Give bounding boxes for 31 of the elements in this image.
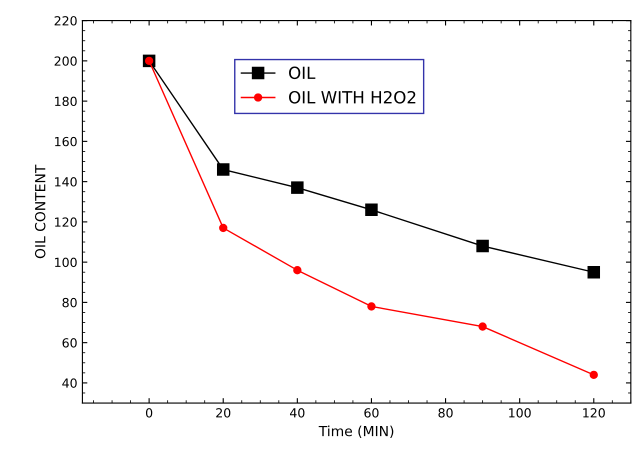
point [216, 163, 230, 176]
x-tick-label: 40 [290, 408, 304, 418]
point [590, 370, 598, 380]
point [219, 224, 228, 232]
y-tick-label: 120 [55, 217, 77, 227]
y-tick-label: 60 [62, 338, 77, 348]
point [478, 322, 487, 331]
y-tick-label: 220 [54, 16, 77, 26]
x-axis-title: Time (MIN) [318, 426, 394, 438]
y-tick-label: 180 [55, 96, 77, 106]
point [365, 204, 378, 216]
x-tick-label: 0 [146, 408, 152, 418]
point [291, 181, 304, 194]
x-tick-label: 120 [583, 408, 605, 418]
y-axis-title: OIL CONTENT [34, 164, 46, 258]
y-tick-label: 200 [54, 56, 77, 66]
y-tick-label: 80 [62, 298, 77, 308]
y-tick-label: 160 [55, 136, 77, 146]
point [367, 302, 376, 311]
legend-label: OIL WITH H2O2 [289, 90, 416, 104]
x-tick-label: 60 [364, 408, 379, 418]
point [476, 240, 489, 252]
x-tick-label: 100 [509, 408, 531, 418]
legend-label: OIL [289, 66, 316, 80]
x-tick-label: 20 [216, 408, 230, 418]
x-tick-label: 80 [438, 408, 453, 418]
y-tick-label: 140 [55, 177, 77, 187]
y-tick-label: 40 [62, 378, 77, 388]
point [293, 266, 302, 274]
y-tick-label: 100 [55, 258, 77, 268]
point [588, 266, 600, 278]
